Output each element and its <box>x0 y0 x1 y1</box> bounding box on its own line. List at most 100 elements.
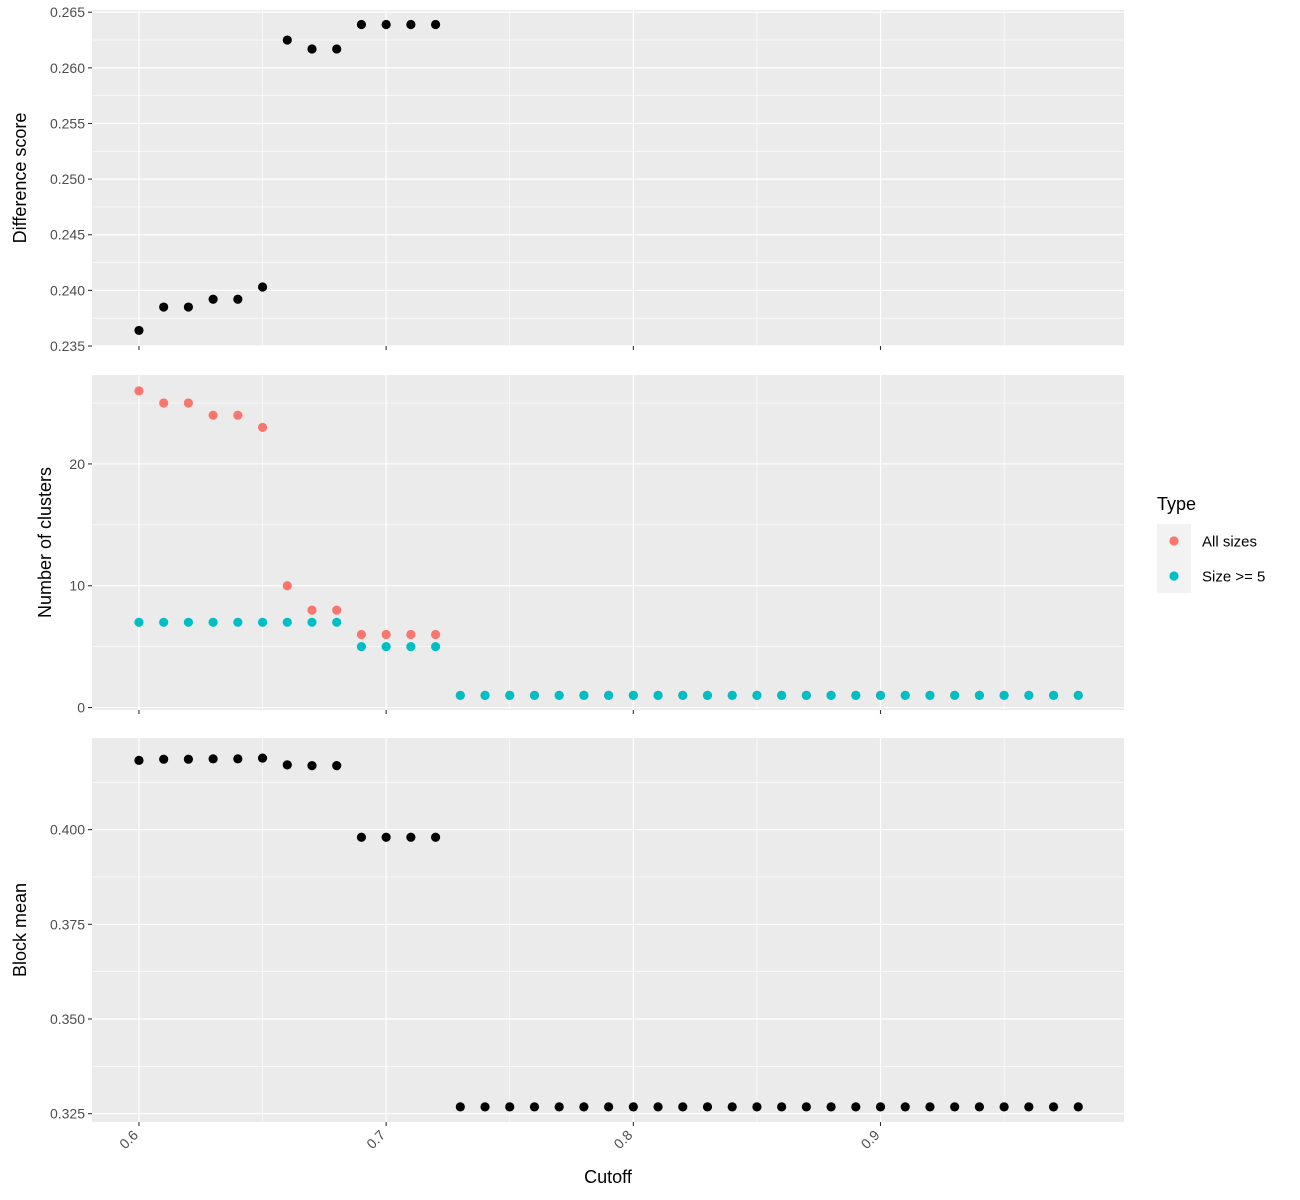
data-point <box>752 1102 762 1112</box>
legend-label: All sizes <box>1202 534 1257 551</box>
data-point <box>752 690 762 700</box>
x-tick-label: 0.7 <box>363 1127 388 1152</box>
data-point <box>307 617 317 627</box>
data-point <box>134 617 144 627</box>
data-point <box>233 617 243 627</box>
y-tick-label: 0.400 <box>50 822 85 838</box>
series-1 <box>134 19 441 336</box>
data-point <box>430 642 441 652</box>
y-tick-label: 20 <box>69 456 85 472</box>
data-point <box>257 282 268 292</box>
data-point <box>257 753 268 763</box>
x-axis-title: Cutoff <box>584 1167 633 1187</box>
data-point <box>900 1102 910 1112</box>
y-tick-label: 0.245 <box>50 227 85 243</box>
x-tick-label: 0.9 <box>858 1127 883 1152</box>
data-point <box>332 44 342 54</box>
data-point <box>851 690 861 700</box>
y-tick-label: 0.250 <box>50 171 85 187</box>
panel-1: 0.235 0.240 0.245 0.250 0.255 0.260 0.265 Diffe… <box>10 4 1124 354</box>
data-point <box>1024 1102 1034 1112</box>
data-point <box>529 1102 540 1112</box>
data-point <box>430 19 441 30</box>
data-point <box>925 1102 935 1112</box>
data-point <box>282 581 292 591</box>
data-point <box>430 629 441 640</box>
data-point <box>1073 690 1083 700</box>
data-point <box>159 617 169 627</box>
data-point <box>381 832 391 842</box>
data-point <box>406 19 416 30</box>
data-point <box>678 690 688 700</box>
data-point <box>826 1102 836 1112</box>
panel-2: 0 10 20 Number of clusters Type All sizes Size… <box>35 375 1265 716</box>
data-point <box>455 1102 465 1112</box>
data-point <box>702 1102 713 1112</box>
data-point <box>183 302 194 312</box>
data-point <box>307 44 317 54</box>
data-point <box>1048 1102 1059 1112</box>
y-tick-label: 0 <box>77 700 85 716</box>
data-point <box>851 1102 861 1112</box>
data-point <box>554 690 564 700</box>
data-point <box>727 1102 737 1112</box>
data-point <box>356 642 367 652</box>
data-point <box>653 690 663 700</box>
data-point <box>406 629 416 640</box>
data-point <box>356 832 367 842</box>
data-point <box>356 19 367 30</box>
data-point <box>653 1102 663 1112</box>
data-point <box>282 760 292 770</box>
y-tick-label: 0.350 <box>50 1011 85 1027</box>
data-point <box>208 754 218 764</box>
y-tick-label: 0.240 <box>50 282 85 298</box>
y-tick-label: 0.260 <box>50 60 85 76</box>
data-point <box>925 690 935 700</box>
data-point <box>480 690 490 700</box>
data-point <box>777 690 787 700</box>
data-point <box>332 617 342 627</box>
data-point <box>282 617 292 627</box>
data-point <box>974 1102 984 1112</box>
data-point <box>727 690 737 700</box>
data-point <box>134 755 144 765</box>
data-point <box>505 1102 515 1112</box>
data-point <box>604 1102 614 1112</box>
data-point <box>332 605 342 615</box>
data-point <box>134 386 144 396</box>
data-point <box>208 294 218 304</box>
data-point <box>974 690 984 700</box>
data-point <box>505 690 515 700</box>
y-tick-label: 0.265 <box>50 4 85 20</box>
legend-key <box>1169 536 1179 546</box>
y-axis-title: Number of clusters <box>35 467 55 618</box>
data-point <box>307 605 317 615</box>
panel-background <box>92 375 1124 710</box>
data-point <box>183 398 194 408</box>
data-point <box>628 1102 638 1112</box>
data-point <box>875 690 886 700</box>
data-point <box>801 690 811 700</box>
data-point <box>579 690 589 700</box>
legend-title: Type <box>1157 494 1196 514</box>
data-point <box>1024 690 1034 700</box>
data-point <box>183 754 194 764</box>
y-tick-label: 10 <box>69 578 85 594</box>
data-point <box>183 617 194 627</box>
data-point <box>208 617 218 627</box>
y-tick-label: 0.255 <box>50 115 85 131</box>
data-point <box>950 690 960 700</box>
data-point <box>628 690 638 700</box>
legend-key-background <box>1157 524 1191 593</box>
series-1 <box>134 753 1083 1112</box>
data-point <box>1073 1102 1083 1112</box>
data-point <box>480 1102 490 1112</box>
data-point <box>381 629 391 640</box>
data-point <box>702 690 713 700</box>
panel-3: 0.325 0.350 0.375 0.400 0.6 0.7 0.8 0.9 Cutoff Bl… <box>10 738 1124 1187</box>
data-point <box>777 1102 787 1112</box>
data-point <box>554 1102 564 1112</box>
data-point <box>430 832 441 842</box>
data-point <box>529 690 540 700</box>
